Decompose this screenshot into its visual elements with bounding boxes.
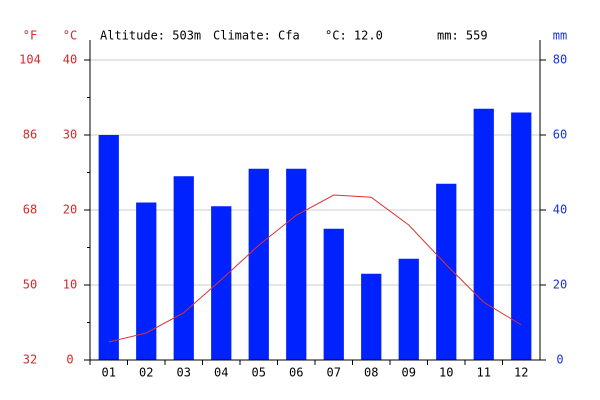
x-tick-label: 02 (139, 366, 153, 380)
y2-tick-label: 80 (553, 53, 567, 67)
bar (98, 135, 119, 360)
bar (511, 112, 532, 360)
temperature-line (108, 194, 522, 343)
x-tick-label: 09 (402, 366, 416, 380)
x-tick-label: 07 (327, 366, 341, 380)
x-tick-label: 04 (214, 366, 228, 380)
y3-tick-label: 50 (23, 278, 37, 292)
x-tick-label: 03 (177, 366, 191, 380)
bar (323, 228, 344, 360)
y2-tick-label: 60 (553, 128, 567, 142)
y3-tick-label: 68 (23, 203, 37, 217)
bar (136, 202, 157, 360)
y-tick-label: 0 (66, 353, 73, 367)
y-tick-label: 40 (63, 53, 77, 67)
bar (173, 176, 194, 360)
y-tick-label: 20 (63, 203, 77, 217)
bar (398, 258, 419, 360)
bar (361, 273, 382, 360)
annotation: mm: 559 (437, 29, 488, 43)
y-unit: °C (63, 29, 77, 43)
y3-tick-label: 104 (19, 53, 41, 67)
y3-unit: °F (23, 29, 37, 43)
x-tick-label: 11 (477, 366, 491, 380)
y2-unit: mm (553, 29, 567, 43)
y2-tick-label: 20 (553, 278, 567, 292)
annotation: Altitude: 503m (100, 29, 201, 43)
y3-tick-label: 32 (23, 353, 37, 367)
annotation: °C: 12.0 (325, 29, 383, 43)
x-tick-label: 08 (364, 366, 378, 380)
bar (473, 108, 494, 360)
bar (211, 206, 232, 360)
bar (286, 168, 307, 360)
x-tick-label: 01 (102, 366, 116, 380)
bar (248, 168, 269, 360)
y-tick-label: 10 (63, 278, 77, 292)
y2-tick-label: 40 (553, 203, 567, 217)
x-tick-label: 05 (252, 366, 266, 380)
x-tick-label: 12 (514, 366, 528, 380)
y-tick-label: 30 (63, 128, 77, 142)
bar (436, 183, 457, 360)
y2-tick-label: 0 (556, 353, 563, 367)
x-tick-label: 06 (289, 366, 303, 380)
y3-tick-label: 86 (23, 128, 37, 142)
x-tick-label: 10 (439, 366, 453, 380)
annotation: Climate: Cfa (213, 29, 300, 43)
